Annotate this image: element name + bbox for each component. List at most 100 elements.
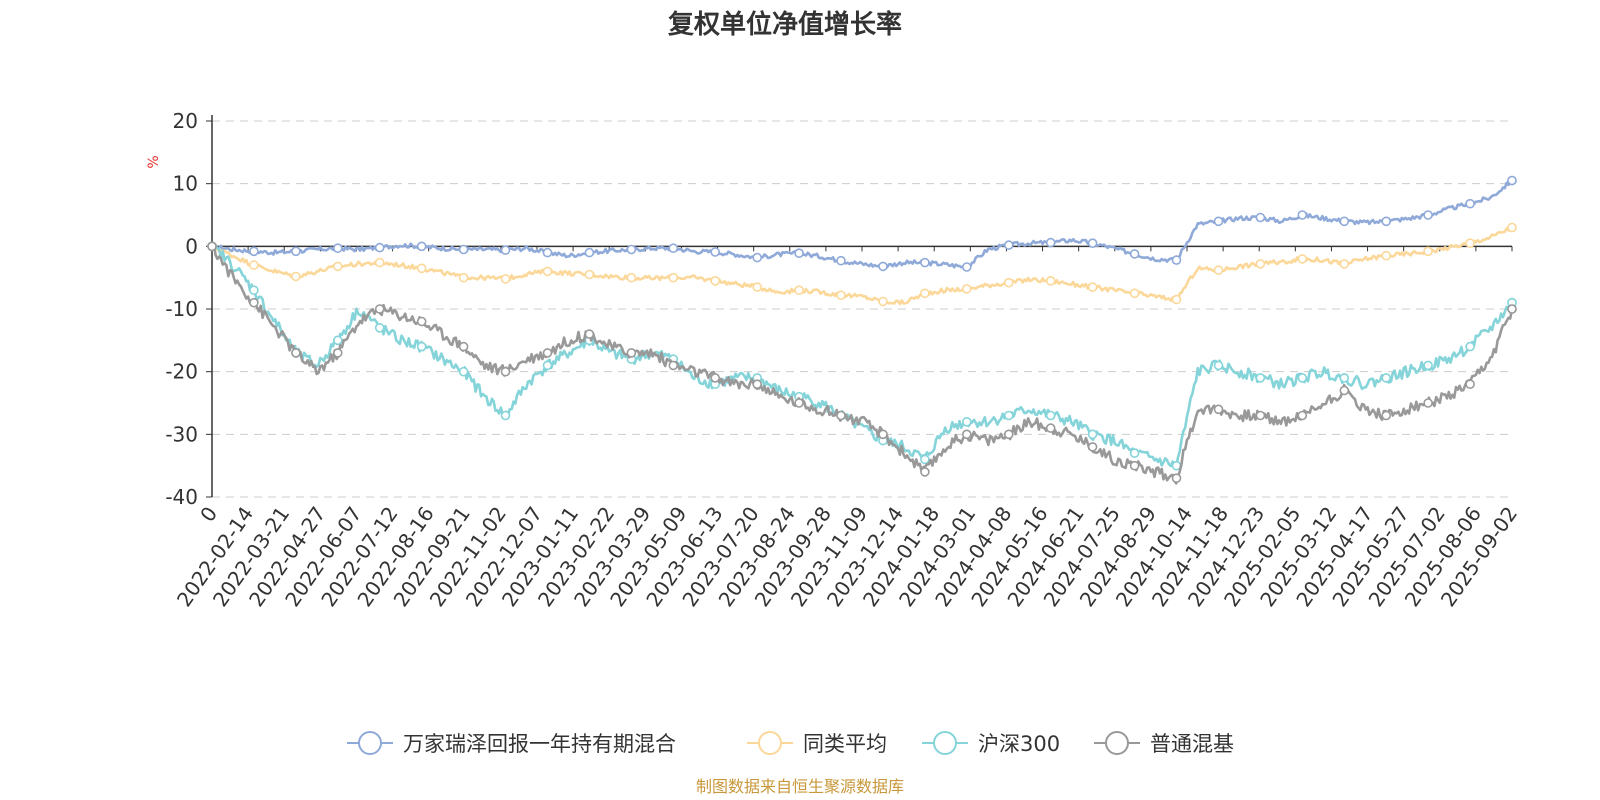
series-point-2	[542, 360, 553, 371]
series-point-1	[542, 266, 553, 277]
series-point-1	[961, 284, 972, 294]
y-tick-label: -20	[165, 360, 198, 384]
series-point-2	[500, 410, 511, 421]
series-point-2	[1423, 360, 1433, 371]
series-point-0	[291, 246, 301, 257]
series-point-0	[1213, 216, 1224, 227]
series-point-3	[710, 373, 721, 383]
series-point-3	[1255, 410, 1266, 421]
series-point-0	[500, 245, 511, 255]
series-point-0	[1423, 210, 1433, 220]
series-point-1	[332, 261, 343, 272]
series-point-1	[1171, 294, 1182, 305]
series-point-1	[416, 263, 427, 274]
series-point-0	[1003, 240, 1014, 250]
series-point-0	[374, 242, 385, 253]
series-point-1	[1129, 288, 1140, 299]
series-point-1	[794, 285, 804, 296]
y-tick-label: 10	[173, 172, 198, 196]
series-point-3	[1339, 385, 1350, 396]
series-point-0	[542, 247, 553, 258]
series-point-3	[291, 348, 301, 358]
series-line-2	[210, 241, 1513, 468]
series-point-1	[836, 290, 846, 301]
series-point-2	[416, 341, 427, 352]
series-point-0	[1087, 238, 1098, 248]
series-point-2	[1213, 360, 1224, 371]
axes	[211, 115, 1513, 497]
series-point-3	[626, 348, 637, 358]
series-point-1	[710, 275, 721, 286]
series-lines	[207, 175, 1517, 485]
series-point-3	[1171, 473, 1182, 484]
series-line-3	[210, 242, 1514, 485]
series-point-0	[416, 241, 427, 252]
series-point-1	[668, 272, 679, 283]
series-point-0	[332, 243, 343, 253]
legend[interactable]: 万家瑞泽回报一年持有期混合 同类平均 沪深300 普通混基	[347, 731, 1234, 756]
legend-item-2[interactable]: 沪深300	[922, 731, 1060, 756]
legend-item-0[interactable]: 万家瑞泽回报一年持有期混合	[347, 731, 676, 756]
series-line-0	[211, 179, 1514, 271]
series-point-2	[1381, 373, 1391, 383]
series-point-1	[878, 296, 888, 307]
series-point-1	[458, 272, 469, 283]
series-point-3	[249, 297, 259, 308]
legend-item-3[interactable]: 普通混基	[1094, 731, 1234, 756]
series-point-2	[1465, 341, 1475, 352]
legend-circle-icon	[358, 731, 382, 755]
series-point-3	[207, 241, 217, 252]
y-tick-labels: 20 10 0 -10 -20 -30 -40	[165, 109, 198, 509]
series-point-2	[920, 454, 930, 465]
series-point-3	[752, 379, 763, 390]
series-point-0	[836, 255, 846, 266]
series-point-0	[584, 247, 595, 258]
series-line-1	[211, 226, 1513, 306]
series-point-1	[1381, 250, 1391, 261]
series-point-3	[920, 467, 930, 477]
series-point-1	[1465, 238, 1475, 248]
legend-label: 万家瑞泽回报一年持有期混合	[403, 732, 676, 756]
series-point-3	[542, 348, 553, 358]
series-point-0	[1507, 175, 1517, 186]
series-point-0	[710, 247, 721, 257]
series-point-1	[1213, 265, 1224, 275]
series-point-3	[332, 348, 343, 358]
series-point-1	[500, 274, 511, 284]
series-point-3	[1297, 410, 1308, 421]
series-point-0	[1045, 237, 1056, 248]
series-point-2	[458, 366, 469, 377]
series-point-3	[1129, 460, 1140, 471]
y-tick-label: 20	[173, 109, 198, 133]
series-point-3	[1423, 398, 1433, 408]
series-point-1	[626, 272, 637, 283]
series-point-0	[1297, 210, 1308, 220]
legend-circle-icon	[758, 731, 782, 755]
series-point-0	[752, 252, 763, 263]
series-point-3	[961, 429, 972, 440]
series-point-2	[1339, 373, 1350, 383]
series-point-0	[1171, 255, 1182, 265]
series-point-0	[1381, 216, 1391, 227]
series-point-3	[500, 366, 511, 377]
series-point-1	[920, 288, 930, 299]
series-point-1	[249, 260, 259, 270]
series-point-1	[1339, 259, 1350, 269]
series-point-2	[1087, 429, 1098, 440]
y-tick-label: -10	[165, 297, 198, 321]
data-source-note: 制图数据来自恒生聚源数据库	[696, 777, 904, 796]
series-point-0	[668, 243, 679, 253]
chart-title: 复权单位净值增长率	[668, 9, 902, 40]
series-point-2	[374, 322, 385, 333]
series-point-2	[1255, 373, 1266, 383]
series-point-3	[1003, 429, 1014, 440]
series-point-3	[1213, 404, 1224, 415]
series-point-1	[1255, 259, 1266, 269]
series-point-1	[752, 282, 763, 292]
x-tick-label: 0	[195, 502, 222, 526]
legend-item-1[interactable]: 同类平均	[747, 731, 887, 756]
legend-label: 同类平均	[803, 732, 887, 756]
series-point-2	[249, 285, 259, 296]
series-point-0	[1255, 212, 1266, 223]
